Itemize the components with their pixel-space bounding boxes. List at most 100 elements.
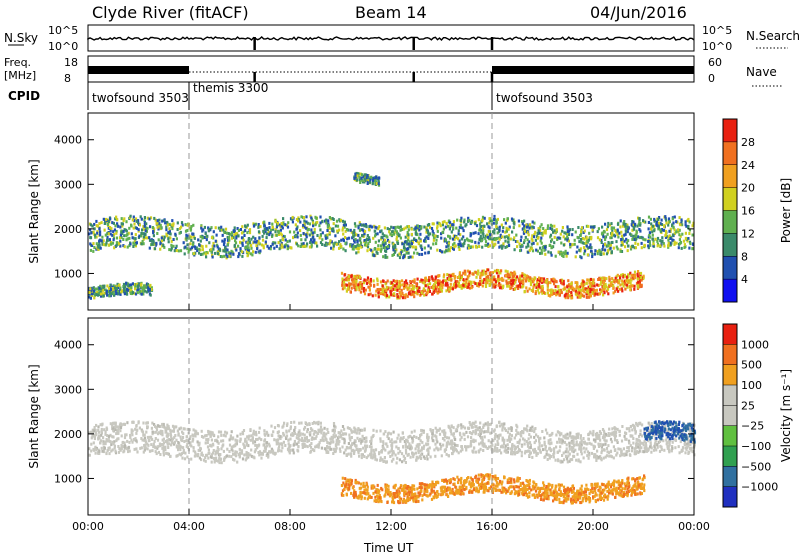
heatmap-cell [396, 253, 399, 257]
heatmap-cell [135, 219, 138, 223]
heatmap-cell [439, 287, 442, 291]
heatmap-cell [436, 221, 439, 225]
heatmap-cell [627, 439, 631, 443]
heatmap-cell [271, 233, 274, 237]
heatmap-cell [360, 456, 363, 460]
heatmap-cell [357, 427, 360, 431]
heatmap-cell [154, 450, 157, 454]
heatmap-cell [579, 441, 582, 445]
heatmap-cell [661, 236, 664, 240]
heatmap-cell [417, 451, 420, 455]
heatmap-cell [286, 422, 289, 426]
heatmap-cell [441, 220, 444, 224]
heatmap-cell [259, 225, 262, 229]
heatmap-cell [106, 284, 109, 288]
heatmap-cell [610, 236, 613, 240]
heatmap-cell [479, 274, 482, 278]
heatmap-cell [468, 218, 471, 222]
heatmap-cell [105, 452, 108, 456]
heatmap-cell [579, 288, 582, 292]
heatmap-cell [104, 288, 107, 292]
heatmap-cell [598, 249, 601, 253]
heatmap-cell [635, 233, 638, 237]
heatmap-cell [605, 228, 609, 232]
heatmap-cell [526, 429, 529, 433]
heatmap-cell [539, 251, 542, 255]
heatmap-cell [345, 278, 348, 281]
heatmap-cell [331, 217, 334, 220]
heatmap-cell [640, 278, 643, 282]
heatmap-cell [123, 288, 126, 292]
heatmap-cell [508, 432, 511, 436]
heatmap-cell [345, 228, 349, 231]
heatmap-cell [481, 231, 484, 235]
heatmap-cell [381, 240, 385, 244]
heatmap-cell [557, 285, 560, 289]
heatmap-cell [452, 432, 455, 436]
heatmap-cell [494, 242, 497, 246]
heatmap-cell [232, 236, 235, 239]
heatmap-cell [297, 219, 300, 223]
heatmap-cell [172, 238, 175, 241]
heatmap-cell [341, 219, 345, 223]
heatmap-cell [426, 291, 429, 294]
heatmap-cell [402, 293, 405, 297]
heatmap-cell [537, 229, 540, 233]
heatmap-cell [647, 227, 650, 231]
heatmap-cell [317, 428, 320, 432]
heatmap-cell [387, 437, 390, 441]
heatmap-cell [384, 430, 387, 434]
heatmap-cell [380, 235, 383, 239]
heatmap-cell [600, 241, 603, 244]
heatmap-cell [467, 246, 471, 250]
heatmap-cell [271, 222, 274, 226]
heatmap-cell [389, 286, 392, 290]
heatmap-cell [406, 294, 409, 298]
heatmap-cell [119, 286, 122, 290]
heatmap-cell [357, 233, 360, 237]
heatmap-cell [116, 242, 119, 246]
heatmap-cell [223, 240, 226, 244]
heatmap-cell [465, 237, 469, 241]
heatmap-cell [668, 229, 671, 233]
heatmap-cell [530, 247, 534, 251]
heatmap-cell [150, 239, 154, 243]
heatmap-cell [354, 224, 357, 228]
heatmap-cell [431, 434, 434, 438]
heatmap-cell [99, 439, 103, 443]
heatmap-cell [364, 223, 367, 227]
heatmap-cell [522, 284, 525, 288]
heatmap-cell [160, 236, 163, 240]
heatmap-cell [441, 283, 444, 287]
heatmap-cell [226, 238, 230, 242]
heatmap-cell [577, 432, 580, 436]
heatmap-cell [102, 294, 105, 298]
heatmap-cell [191, 232, 194, 236]
heatmap-cell [627, 244, 630, 248]
heatmap-cell [131, 440, 134, 444]
heatmap-cell [239, 240, 242, 244]
heatmap-cell [375, 182, 378, 185]
heatmap-cell [444, 238, 447, 242]
heatmap-cell [631, 224, 634, 228]
heatmap-cell [217, 247, 220, 251]
heatmap-cell [431, 229, 434, 233]
heatmap-cell [111, 287, 114, 290]
heatmap-cell [104, 233, 107, 237]
heatmap-cell [156, 232, 159, 235]
heatmap-cell [338, 228, 341, 232]
heatmap-cell [549, 294, 552, 298]
heatmap-cell [420, 248, 424, 251]
heatmap-cell [403, 456, 407, 460]
heatmap-cell [157, 238, 160, 242]
heatmap-cell [661, 239, 664, 243]
heatmap-cell [176, 221, 179, 225]
heatmap-cell [609, 236, 612, 240]
heatmap-cell [607, 241, 610, 244]
heatmap-cell [493, 228, 496, 232]
heatmap-cell [262, 246, 265, 250]
heatmap-cell [434, 280, 437, 284]
heatmap-cell [97, 425, 100, 429]
heatmap-cell [571, 296, 574, 300]
y-tick-label: 1000 [54, 267, 82, 280]
